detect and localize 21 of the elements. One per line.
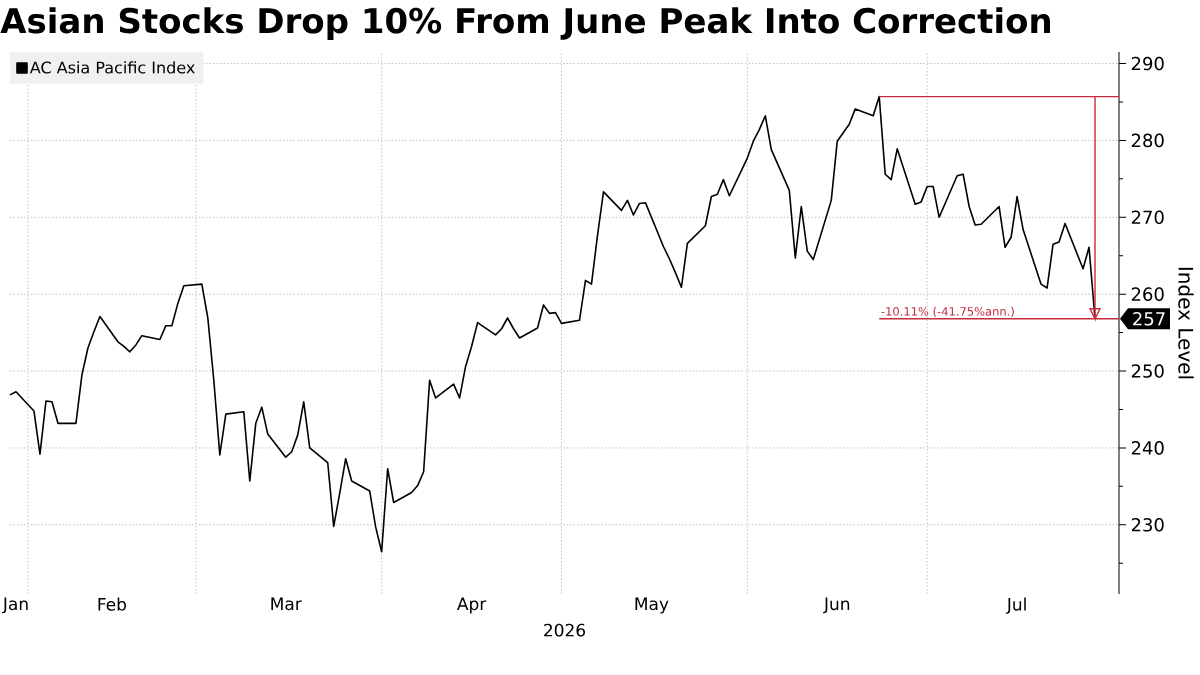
x-axis-title: 2026	[544, 623, 586, 637]
chart-title: Asian Stocks Drop 10% From June Peak Into Correction	[0, 7, 1051, 41]
line-series	[9, 95, 1096, 553]
y-tick-label: 290	[1131, 56, 1164, 71]
legend-label: AC Asia Pacific Index	[29, 61, 195, 74]
x-tick-label: Jan	[2, 597, 28, 614]
x-tick-label: Jun	[823, 597, 850, 614]
y-tick-label: 260	[1131, 287, 1164, 301]
x-tick-label: Jul	[1005, 597, 1026, 614]
ref-line-label: 257	[1133, 311, 1165, 326]
x-tick-label: Feb	[98, 597, 127, 611]
x-tick-label: Apr	[457, 597, 487, 614]
y-axis-title: Index Level	[1178, 267, 1194, 379]
y-tick-label: 270	[1131, 210, 1164, 225]
x-tick-label: May	[635, 597, 669, 614]
x-tick-label: Mar	[271, 597, 302, 611]
y-tick-label: 230	[1131, 518, 1164, 532]
y-tick-label: 280	[1131, 133, 1164, 148]
y-tick-label: 250	[1131, 364, 1164, 378]
y-tick-label: 240	[1131, 441, 1164, 455]
annotation: -10.11% (-41.75%ann.)	[881, 306, 1014, 318]
